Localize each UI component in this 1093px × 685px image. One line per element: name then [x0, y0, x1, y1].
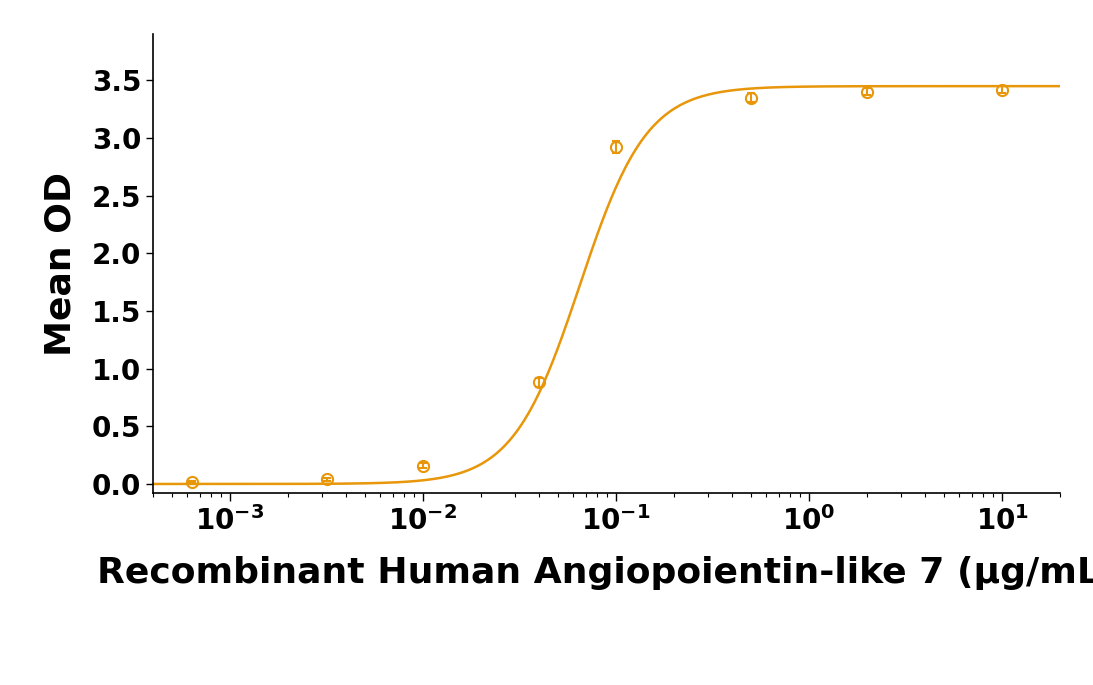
Y-axis label: Mean OD: Mean OD — [44, 172, 78, 356]
X-axis label: Recombinant Human Angiopoientin-like 7 (μg/mL): Recombinant Human Angiopoientin-like 7 (… — [97, 556, 1093, 590]
